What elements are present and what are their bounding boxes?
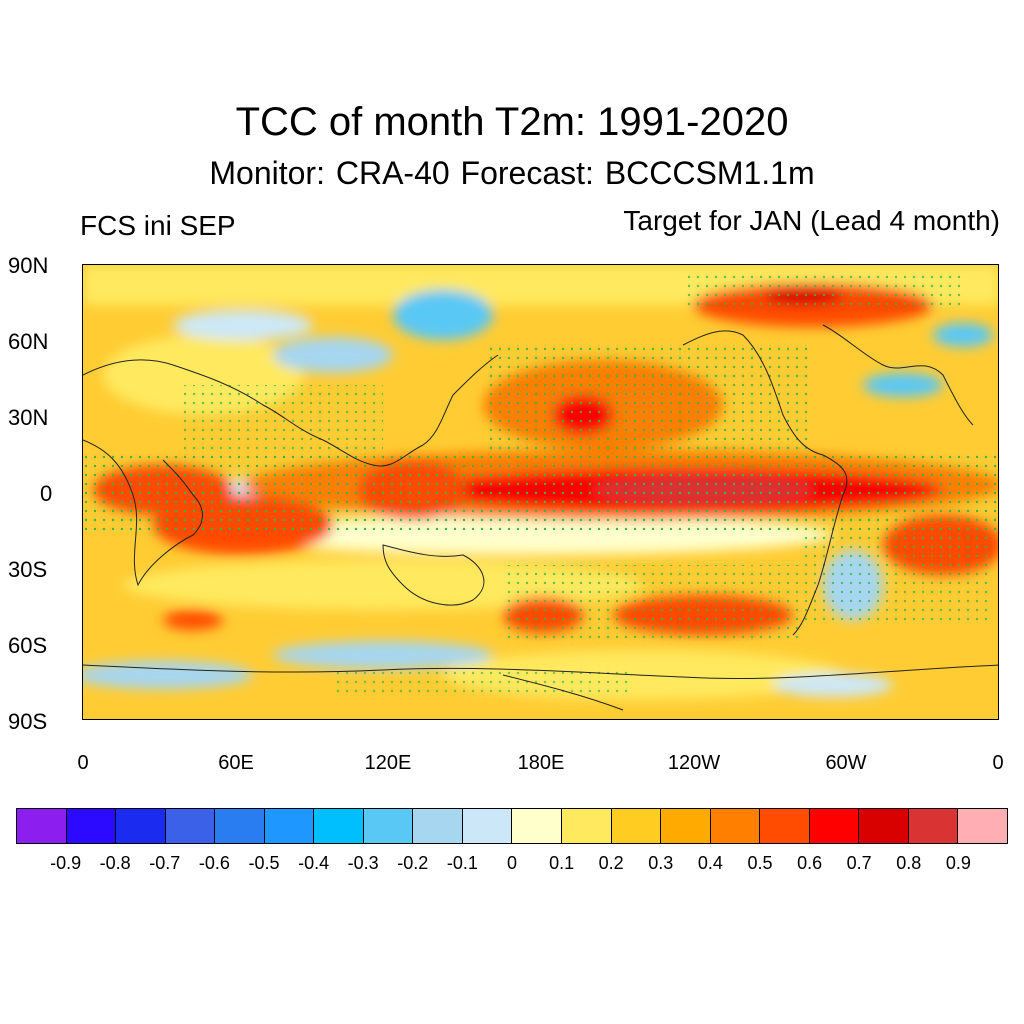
chart-title: TCC of month T2m: 1991-2020 xyxy=(235,100,789,144)
lat-tick-60n: 60N xyxy=(8,329,49,354)
colorbar-label: -0.1 xyxy=(446,853,478,873)
colorbar-label: 0.8 xyxy=(896,853,922,873)
lon-tick-180e: 180E xyxy=(517,752,565,774)
lat-tick-60s: 60S xyxy=(8,633,48,658)
colorbar-swatch xyxy=(760,809,810,843)
colorbar-label: 0.3 xyxy=(648,853,674,873)
map-svg xyxy=(83,265,998,719)
colorbar-swatch xyxy=(710,809,761,843)
init-label: FCS ini SEP xyxy=(80,210,236,241)
colorbar-label: 0.4 xyxy=(697,853,723,873)
colorbar-label: -0.3 xyxy=(347,853,379,873)
colorbar xyxy=(16,808,1008,844)
colorbar-swatch xyxy=(264,809,315,843)
lat-tick-30n: 30N xyxy=(8,405,49,430)
colorbar-label: -0.4 xyxy=(298,853,330,873)
colorbar-swatch xyxy=(66,809,117,843)
lat-tick-90n: 90N xyxy=(8,253,49,278)
colorbar-label: 0.5 xyxy=(747,853,773,873)
colorbar-label: -0.5 xyxy=(248,853,280,873)
colorbar-label: -0.2 xyxy=(397,853,429,873)
colorbar-label: 0.9 xyxy=(945,853,971,873)
colorbar-swatch xyxy=(314,809,364,843)
colorbar-label: -0.6 xyxy=(198,853,230,873)
colorbar-label: 0.1 xyxy=(549,853,575,873)
colorbar-swatch xyxy=(562,809,612,843)
coastlines xyxy=(83,324,998,711)
colorbar-label: -0.7 xyxy=(149,853,181,873)
target-label: Target for JAN (Lead 4 month) xyxy=(623,205,1000,236)
significance-dots xyxy=(83,270,998,695)
lat-tick-90s: 90S xyxy=(8,709,48,734)
colorbar-swatch xyxy=(661,809,711,843)
colorbar-swatch xyxy=(462,809,513,843)
lat-tick-equator: 0 xyxy=(40,481,53,506)
colorbar-label: 0.7 xyxy=(846,853,872,873)
colorbar-swatch xyxy=(17,809,67,843)
colorbar-swatch xyxy=(958,809,1007,843)
lon-tick-120e: 120E xyxy=(364,752,412,774)
colorbar-swatch xyxy=(908,809,959,843)
colorbar-swatch xyxy=(809,809,860,843)
lat-tick-30s: 30S xyxy=(8,557,48,582)
colorbar-label: 0.2 xyxy=(598,853,624,873)
colorbar-swatch xyxy=(116,809,166,843)
colorbar-swatch xyxy=(215,809,265,843)
colorbar-swatch xyxy=(859,809,909,843)
lon-tick-0: 0 xyxy=(77,752,89,774)
colorbar-label: -0.8 xyxy=(99,853,131,873)
colorbar-swatch xyxy=(165,809,216,843)
colorbar-swatch xyxy=(413,809,463,843)
colorbar-label: 0.6 xyxy=(797,853,823,873)
lon-tick-120w: 120W xyxy=(667,752,721,774)
lon-tick-60e: 60E xyxy=(218,752,254,774)
colorbar-label: -0.9 xyxy=(50,853,82,873)
colorbar-label: 0 xyxy=(506,853,518,873)
colorbar-swatch xyxy=(512,809,563,843)
chart-subtitle: Monitor: CRA-40 Forecast: BCCCSM1.1m xyxy=(209,155,815,191)
colorbar-swatch xyxy=(363,809,414,843)
colorbar-swatch xyxy=(611,809,662,843)
lon-tick-60w: 60W xyxy=(825,752,867,774)
correlation-map xyxy=(82,264,999,720)
lon-tick-0-end: 0 xyxy=(992,752,1004,774)
